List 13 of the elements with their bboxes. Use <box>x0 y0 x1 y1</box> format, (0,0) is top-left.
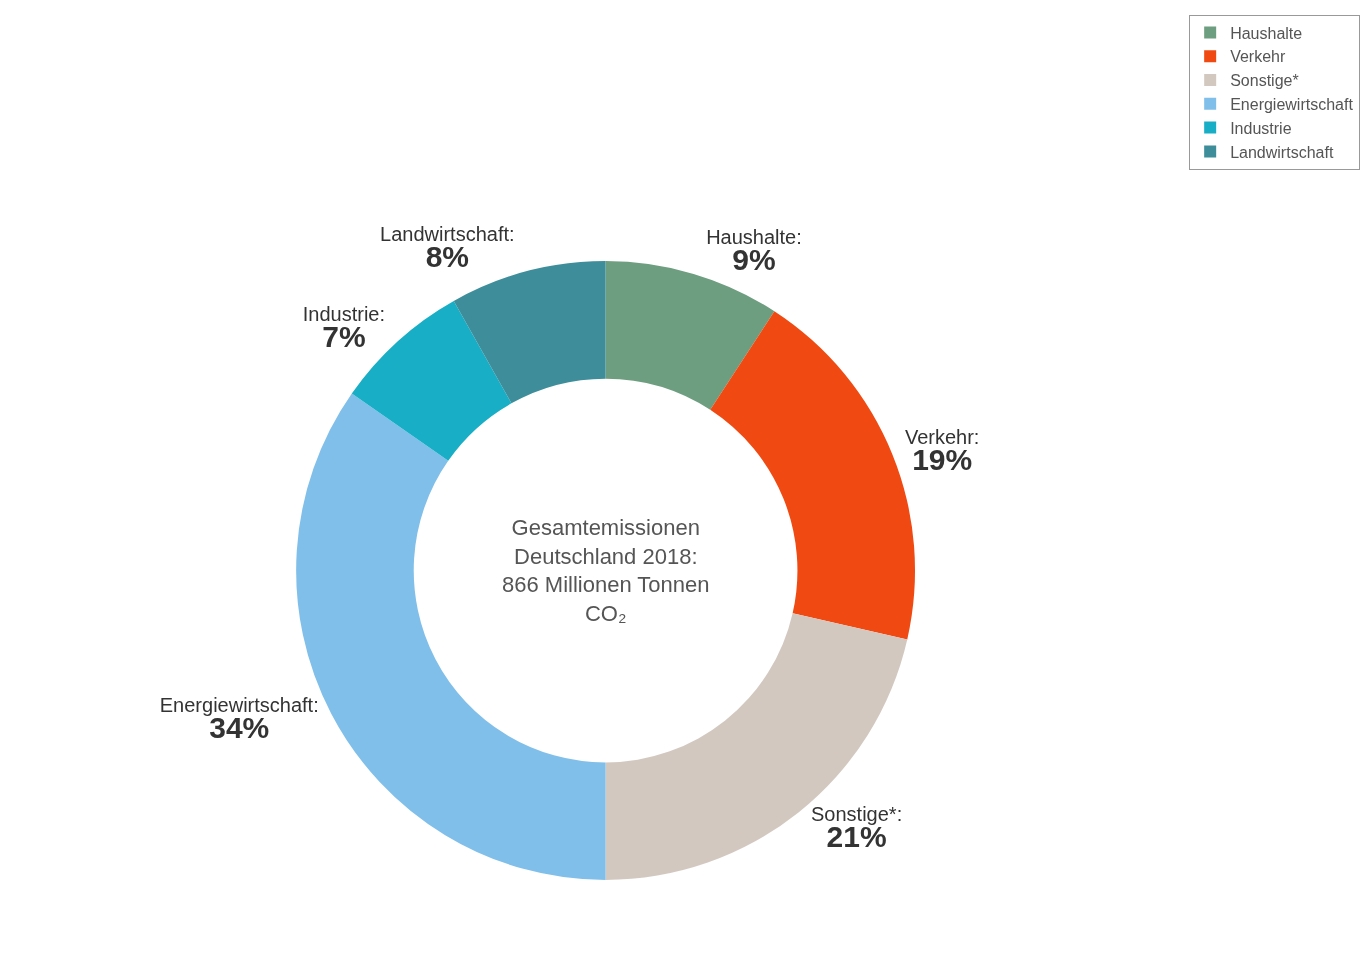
text: Gesamtemissionen Deutschland 2018: 866 Millionen Tonnen CO₂ <box>502 515 710 626</box>
legend-label: Energiewirtschaft <box>1230 96 1354 114</box>
legend-label: Sonstige* <box>1230 72 1299 90</box>
data-label: Verkehr: 19% <box>904 425 980 476</box>
data-label: Energiewirtschaft: 34% <box>159 694 319 745</box>
data-label: Haushalte: 9% <box>706 225 802 276</box>
legend-label: Industrie <box>1230 119 1292 137</box>
legend-label: Landwirtschaft <box>1230 143 1334 161</box>
data-label: Industrie: 7% <box>302 302 386 353</box>
legend-label: Haushalte <box>1230 24 1303 42</box>
legend-label: Verkehr <box>1230 48 1286 66</box>
data-label: Landwirtschaft: 8% <box>380 222 515 273</box>
data-label: Sonstige*: 21% <box>811 802 903 853</box>
